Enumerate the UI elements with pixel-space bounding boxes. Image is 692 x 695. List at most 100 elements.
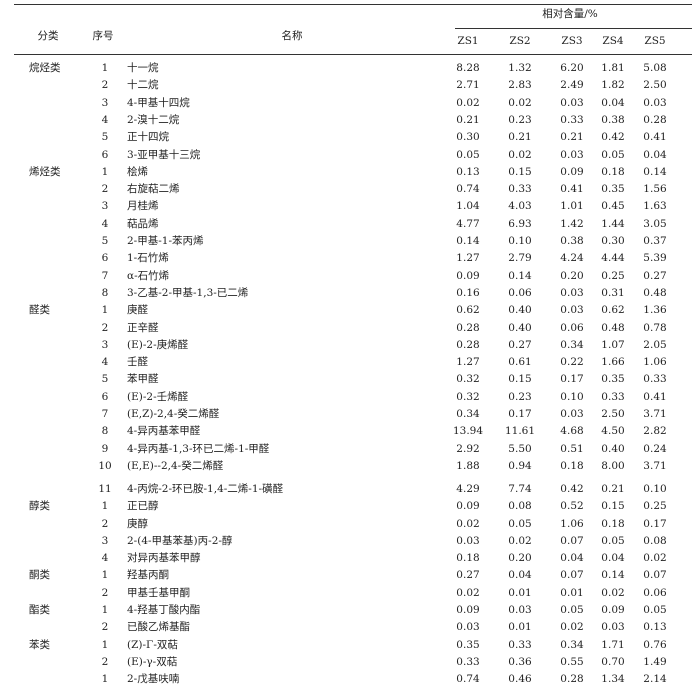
group-rule (455, 28, 692, 29)
table-row: 8 3-乙基-2-甲基-1,3-已二烯 0.16 0.06 0.03 0.31 0.48 (0, 286, 692, 303)
value-cell: 2.05 (643, 338, 667, 351)
value-cell: 0.07 (643, 569, 667, 582)
value-cell: 2.14 (643, 673, 667, 686)
value-cell: 0.27 (643, 269, 667, 282)
value-cell: 1.71 (601, 638, 625, 651)
value-cell: 0.21 (508, 131, 532, 144)
value-cell: 0.94 (508, 459, 532, 472)
table-row: 11 4-丙烷-2-环已胺-1,4-二烯-1-磺醛 4.29 7.74 0.42 0.21… (0, 482, 692, 499)
table-row: 5 苯甲醛 0.32 0.15 0.17 0.35 0.33 (0, 372, 692, 389)
value-cell: 0.02 (456, 517, 480, 530)
category-cell: 醇类 (29, 500, 50, 513)
name-cell: (E)-γ-双萜 (127, 655, 178, 668)
value-cell: 13.94 (452, 425, 484, 438)
value-cell: 0.28 (456, 338, 480, 351)
index-cell: 10 (98, 459, 112, 472)
index-cell: 4 (101, 113, 109, 126)
value-cell: 2.50 (643, 79, 667, 92)
value-cell: 0.09 (601, 604, 625, 616)
value-cell: 0.45 (601, 200, 625, 213)
name-cell: 1-石竹烯 (127, 252, 169, 265)
value-cell: 0.28 (560, 673, 584, 686)
table-row: 醇类 1 正已醇 0.09 0.08 0.52 0.15 0.25 (0, 499, 692, 516)
table-row: 7 (E,Z)-2,4-癸二烯醛 0.34 0.17 0.03 2.50 3.71 (0, 407, 692, 424)
value-cell: 0.14 (643, 165, 667, 178)
value-cell: 1.44 (601, 217, 625, 230)
value-cell: 0.05 (508, 517, 532, 530)
index-cell: 8 (101, 425, 109, 438)
name-cell: 正辛醛 (127, 321, 159, 334)
value-cell: 0.04 (560, 552, 584, 565)
value-cell: 0.02 (560, 621, 584, 634)
value-cell: 0.17 (508, 408, 532, 420)
value-cell: 0.03 (601, 621, 625, 634)
value-cell: 0.03 (456, 621, 480, 634)
header-sample: ZS3 (561, 35, 583, 47)
value-cell: 0.09 (456, 500, 480, 513)
value-cell: 0.10 (508, 235, 532, 247)
value-cell: 0.31 (601, 286, 625, 299)
value-cell: 6.93 (508, 217, 532, 230)
value-cell: 0.74 (456, 183, 480, 196)
header-rule (14, 54, 692, 55)
name-cell: (E)-2-壬烯醛 (127, 390, 189, 403)
index-cell: 5 (101, 235, 109, 247)
value-cell: 0.05 (456, 148, 480, 161)
category-cell: 酯类 (29, 604, 50, 616)
value-cell: 0.05 (643, 604, 667, 616)
value-cell: 5.50 (508, 442, 532, 455)
index-cell: 5 (101, 373, 109, 386)
value-cell: 2.83 (508, 79, 532, 92)
value-cell: 0.18 (601, 165, 625, 178)
value-cell: 0.02 (601, 586, 625, 599)
name-cell: 庚醛 (127, 304, 148, 317)
value-cell: 0.13 (643, 621, 667, 634)
value-cell: 0.33 (456, 655, 480, 668)
index-cell: 6 (101, 148, 109, 161)
value-cell: 1.36 (643, 304, 667, 317)
value-cell: 0.14 (456, 235, 480, 247)
value-cell: 0.09 (560, 165, 584, 178)
value-cell: 1.42 (560, 217, 584, 230)
value-cell: 0.02 (643, 552, 667, 565)
value-cell: 0.76 (643, 638, 667, 651)
name-cell: (E,Z)-2,4-癸二烯醛 (127, 408, 220, 420)
table-row: 3 2-(4-甲基苯基)丙-2-醇 0.03 0.02 0.07 0.05 0.08 (0, 534, 692, 551)
value-cell: 0.27 (456, 569, 480, 582)
value-cell: 2.92 (456, 442, 480, 455)
value-cell: 0.23 (508, 113, 532, 126)
name-cell: 4-羟基丁酸内酯 (127, 604, 201, 616)
value-cell: 0.23 (508, 390, 532, 403)
index-cell: 5 (101, 131, 109, 144)
name-cell: (E)-2-庚烯醛 (127, 338, 189, 351)
name-cell: 苯甲醛 (127, 373, 159, 386)
table-row: 4 对异丙基苯甲醇 0.18 0.20 0.04 0.04 0.02 (0, 551, 692, 568)
table-row: 3 月桂烯 1.04 4.03 1.01 0.45 1.63 (0, 199, 692, 216)
value-cell: 1.66 (601, 356, 625, 369)
value-cell: 0.03 (560, 286, 584, 299)
value-cell: 4.44 (601, 252, 625, 265)
value-cell: 0.34 (560, 338, 584, 351)
header-name: 名称 (281, 30, 303, 42)
value-cell: 0.34 (456, 408, 480, 420)
name-cell: 甲基壬基甲酮 (127, 586, 190, 599)
table-row: 2 (E)-γ-双萜 0.33 0.36 0.55 0.70 1.49 (0, 655, 692, 672)
value-cell: 0.27 (508, 338, 532, 351)
value-cell: 0.02 (456, 96, 480, 109)
value-cell: 0.15 (508, 373, 532, 386)
value-cell: 8.00 (601, 459, 625, 472)
name-cell: 十一烷 (127, 62, 159, 74)
value-cell: 0.21 (456, 113, 480, 126)
value-cell: 0.03 (560, 148, 584, 161)
table-row: 醛类 1 庚醛 0.62 0.40 0.03 0.62 1.36 (0, 303, 692, 320)
value-cell: 0.02 (508, 534, 532, 547)
value-cell: 0.09 (456, 269, 480, 282)
name-cell: 月桂烯 (127, 200, 159, 213)
index-cell: 1 (101, 500, 109, 513)
index-cell: 2 (101, 517, 109, 530)
value-cell: 0.13 (456, 165, 480, 178)
value-cell: 5.08 (643, 62, 667, 74)
category-cell: 醛类 (29, 304, 50, 317)
value-cell: 0.17 (560, 373, 584, 386)
value-cell: 1.06 (643, 356, 667, 369)
